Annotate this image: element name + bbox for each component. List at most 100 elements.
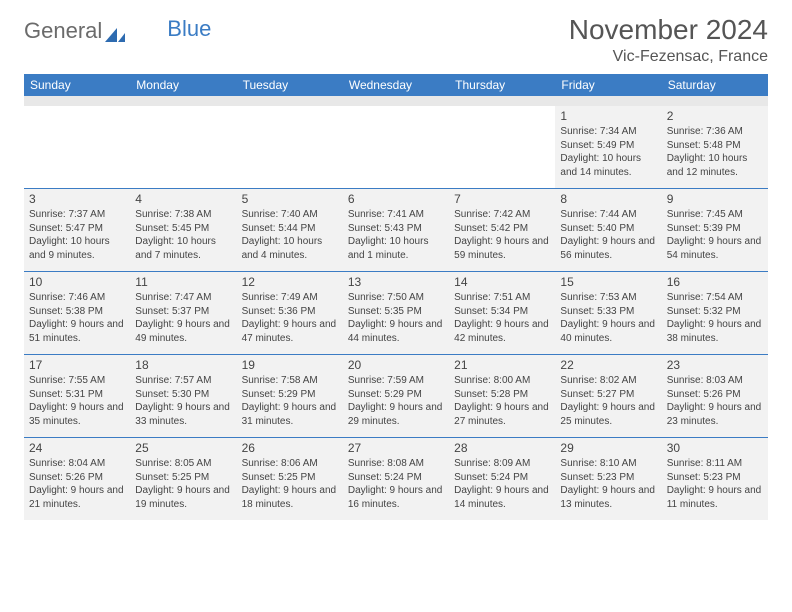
- calendar-day: 1 Sunrise: 7:34 AMSunset: 5:49 PMDaylight…: [555, 106, 661, 188]
- day-number: 28: [454, 441, 550, 455]
- calendar-week: 3 Sunrise: 7:37 AMSunset: 5:47 PMDaylight…: [24, 188, 768, 271]
- calendar-day: 8Sunrise: 7:44 AMSunset: 5:40 PMDaylight…: [555, 189, 661, 271]
- day-number: 16: [667, 275, 763, 289]
- calendar-body: 1 Sunrise: 7:34 AMSunset: 5:49 PMDaylight…: [24, 106, 768, 520]
- day-number: 24: [29, 441, 125, 455]
- page-title: November 2024: [569, 14, 768, 46]
- day-info: Sunrise: 7:45 AMSunset: 5:39 PMDaylight:…: [667, 208, 763, 262]
- day-number: 18: [135, 358, 231, 372]
- calendar-day: 14 Sunrise: 7:51 AMSunset: 5:34 PMDayligh…: [449, 272, 555, 354]
- calendar-week: 24Sunrise: 8:04 AMSunset: 5:26 PMDayligh…: [24, 437, 768, 520]
- dayname-fri: Friday: [555, 74, 661, 96]
- day-number: 5: [242, 192, 338, 206]
- day-info: Sunrise: 7:55 AMSunset: 5:31 PMDaylight:…: [29, 374, 125, 428]
- calendar-day: 27 Sunrise: 8:08 AMSunset: 5:24 PMDayligh…: [343, 438, 449, 520]
- day-number: 13: [348, 275, 444, 289]
- calendar-day: 16 Sunrise: 7:54 AMSunset: 5:32 PMDayligh…: [662, 272, 768, 354]
- calendar-day: 17 Sunrise: 7:55 AMSunset: 5:31 PMDayligh…: [24, 355, 130, 437]
- calendar-subheader: [24, 96, 768, 106]
- calendar-day: 20 Sunrise: 7:59 AMSunset: 5:29 PMDayligh…: [343, 355, 449, 437]
- calendar-day: 6Sunrise: 7:41 AMSunset: 5:43 PMDaylight…: [343, 189, 449, 271]
- day-info: Sunrise: 8:02 AMSunset: 5:27 PMDaylight:…: [560, 374, 656, 428]
- day-number: 3: [29, 192, 125, 206]
- day-info: Sunrise: 7:37 AMSunset: 5:47 PMDaylight:…: [29, 208, 125, 262]
- day-number: 10: [29, 275, 125, 289]
- logo: General Blue: [24, 14, 211, 44]
- calendar-day-empty: [24, 106, 130, 188]
- day-info: Sunrise: 7:38 AMSunset: 5:45 PMDaylight:…: [135, 208, 231, 262]
- day-number: 20: [348, 358, 444, 372]
- dayname-tue: Tuesday: [237, 74, 343, 96]
- day-info: Sunrise: 7:53 AMSunset: 5:33 PMDaylight:…: [560, 291, 656, 345]
- calendar-week: 1 Sunrise: 7:34 AMSunset: 5:49 PMDaylight…: [24, 106, 768, 188]
- calendar-day: 21 Sunrise: 8:00 AMSunset: 5:28 PMDayligh…: [449, 355, 555, 437]
- page-subtitle: Vic-Fezensac, France: [569, 48, 768, 66]
- calendar-day: 22 Sunrise: 8:02 AMSunset: 5:27 PMDayligh…: [555, 355, 661, 437]
- calendar-header-row: Sunday Monday Tuesday Wednesday Thursday…: [24, 74, 768, 96]
- day-number: 6: [348, 192, 444, 206]
- day-number: 9: [667, 192, 763, 206]
- dayname-wed: Wednesday: [343, 74, 449, 96]
- calendar-day: 28 Sunrise: 8:09 AMSunset: 5:24 PMDayligh…: [449, 438, 555, 520]
- day-info: Sunrise: 7:57 AMSunset: 5:30 PMDaylight:…: [135, 374, 231, 428]
- day-number: 14: [454, 275, 550, 289]
- logo-text-2: Blue: [167, 16, 211, 42]
- day-number: 2: [667, 109, 763, 123]
- day-number: 15: [560, 275, 656, 289]
- day-number: 25: [135, 441, 231, 455]
- day-info: Sunrise: 7:46 AMSunset: 5:38 PMDaylight:…: [29, 291, 125, 345]
- calendar-day: 29 Sunrise: 8:10 AMSunset: 5:23 PMDayligh…: [555, 438, 661, 520]
- day-info: Sunrise: 8:08 AMSunset: 5:24 PMDaylight:…: [348, 457, 444, 511]
- calendar-day: 13Sunrise: 7:50 AMSunset: 5:35 PMDayligh…: [343, 272, 449, 354]
- calendar-day: 5Sunrise: 7:40 AMSunset: 5:44 PMDaylight…: [237, 189, 343, 271]
- day-info: Sunrise: 7:36 AMSunset: 5:48 PMDaylight:…: [667, 125, 763, 179]
- day-number: 29: [560, 441, 656, 455]
- calendar-day: 18 Sunrise: 7:57 AMSunset: 5:30 PMDayligh…: [130, 355, 236, 437]
- day-info: Sunrise: 7:59 AMSunset: 5:29 PMDaylight:…: [348, 374, 444, 428]
- day-info: Sunrise: 7:49 AMSunset: 5:36 PMDaylight:…: [242, 291, 338, 345]
- day-info: Sunrise: 8:10 AMSunset: 5:23 PMDaylight:…: [560, 457, 656, 511]
- day-number: 22: [560, 358, 656, 372]
- day-info: Sunrise: 7:58 AMSunset: 5:29 PMDaylight:…: [242, 374, 338, 428]
- day-info: Sunrise: 8:00 AMSunset: 5:28 PMDaylight:…: [454, 374, 550, 428]
- calendar-day: 4 Sunrise: 7:38 AMSunset: 5:45 PMDaylight…: [130, 189, 236, 271]
- logo-sail-icon: [105, 22, 125, 36]
- day-info: Sunrise: 8:03 AMSunset: 5:26 PMDaylight:…: [667, 374, 763, 428]
- day-number: 7: [454, 192, 550, 206]
- dayname-sun: Sunday: [24, 74, 130, 96]
- day-info: Sunrise: 8:05 AMSunset: 5:25 PMDaylight:…: [135, 457, 231, 511]
- calendar-day: 11 Sunrise: 7:47 AMSunset: 5:37 PMDayligh…: [130, 272, 236, 354]
- day-info: Sunrise: 8:09 AMSunset: 5:24 PMDaylight:…: [454, 457, 550, 511]
- calendar-day: 2 Sunrise: 7:36 AMSunset: 5:48 PMDaylight…: [662, 106, 768, 188]
- calendar-day-empty: [343, 106, 449, 188]
- dayname-mon: Monday: [130, 74, 236, 96]
- day-number: 21: [454, 358, 550, 372]
- calendar-day: 24Sunrise: 8:04 AMSunset: 5:26 PMDayligh…: [24, 438, 130, 520]
- day-number: 11: [135, 275, 231, 289]
- dayname-sat: Saturday: [662, 74, 768, 96]
- day-number: 17: [29, 358, 125, 372]
- day-info: Sunrise: 7:47 AMSunset: 5:37 PMDaylight:…: [135, 291, 231, 345]
- calendar-day: 19 Sunrise: 7:58 AMSunset: 5:29 PMDayligh…: [237, 355, 343, 437]
- calendar-day: 30Sunrise: 8:11 AMSunset: 5:23 PMDayligh…: [662, 438, 768, 520]
- calendar-day: 23 Sunrise: 8:03 AMSunset: 5:26 PMDayligh…: [662, 355, 768, 437]
- day-number: 19: [242, 358, 338, 372]
- day-number: 8: [560, 192, 656, 206]
- day-info: Sunrise: 7:51 AMSunset: 5:34 PMDaylight:…: [454, 291, 550, 345]
- dayname-thu: Thursday: [449, 74, 555, 96]
- calendar-day: 15 Sunrise: 7:53 AMSunset: 5:33 PMDayligh…: [555, 272, 661, 354]
- day-number: 1: [560, 109, 656, 123]
- calendar-day: 12Sunrise: 7:49 AMSunset: 5:36 PMDayligh…: [237, 272, 343, 354]
- day-info: Sunrise: 7:34 AMSunset: 5:49 PMDaylight:…: [560, 125, 656, 179]
- day-number: 23: [667, 358, 763, 372]
- calendar-day: 7Sunrise: 7:42 AMSunset: 5:42 PMDaylight…: [449, 189, 555, 271]
- calendar-day-empty: [449, 106, 555, 188]
- calendar-day: 10 Sunrise: 7:46 AMSunset: 5:38 PMDayligh…: [24, 272, 130, 354]
- calendar-week: 10 Sunrise: 7:46 AMSunset: 5:38 PMDayligh…: [24, 271, 768, 354]
- day-info: Sunrise: 8:11 AMSunset: 5:23 PMDaylight:…: [667, 457, 763, 511]
- day-info: Sunrise: 7:54 AMSunset: 5:32 PMDaylight:…: [667, 291, 763, 345]
- calendar-day-empty: [130, 106, 236, 188]
- day-number: 27: [348, 441, 444, 455]
- day-number: 4: [135, 192, 231, 206]
- day-info: Sunrise: 8:06 AMSunset: 5:25 PMDaylight:…: [242, 457, 338, 511]
